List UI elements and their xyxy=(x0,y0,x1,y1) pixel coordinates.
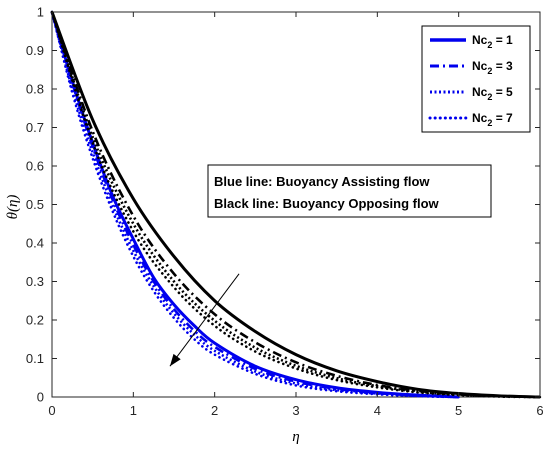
annotation-line-2: Black line: Buoyancy Opposing flow xyxy=(214,196,440,211)
trend-arrow xyxy=(169,273,240,367)
series-line-assisting-dash-dot xyxy=(50,11,459,399)
y-axis-label: θ(η) xyxy=(5,195,21,220)
y-tick-label: 0.2 xyxy=(26,313,44,328)
annotation-frame xyxy=(207,164,492,218)
series-line-assisting-dotted xyxy=(50,11,459,399)
y-tick-label: 0.1 xyxy=(26,351,44,366)
y-tick-label: 0.7 xyxy=(26,120,44,135)
ticks-layer: 0 1 2 3 4 5 6 0 0.1 0.2 0.3 0.4 0.5 0.6 0.7 0.8 0.9 1 xyxy=(26,5,544,419)
x-tick-label: 4 xyxy=(374,403,381,418)
annotation-line-1: Blue line: Buoyancy Assisting flow xyxy=(214,174,430,189)
arrow-shaft xyxy=(169,273,240,367)
legend-label: Nc2 = 5 xyxy=(472,85,513,102)
legend-label: Nc2 = 1 xyxy=(472,33,513,50)
annotation-box: Blue line: Buoyancy Assisting flow Black… xyxy=(207,164,492,218)
y-tick-label: 0.5 xyxy=(26,197,44,212)
x-tick-label: 0 xyxy=(48,403,55,418)
x-tick-label: 6 xyxy=(536,403,543,418)
x-tick-label: 1 xyxy=(130,403,137,418)
series-line-opposing-point xyxy=(50,10,542,399)
x-axis-label: η xyxy=(292,429,299,445)
x-tick-label: 3 xyxy=(292,403,299,418)
y-tick-label: 0.8 xyxy=(26,82,44,97)
y-tick-label: 0.4 xyxy=(26,236,44,251)
y-tick-label: 0.9 xyxy=(26,43,44,58)
legend-label: Nc2 = 3 xyxy=(472,59,513,76)
x-tick-label: 2 xyxy=(211,403,218,418)
legend: Nc2 = 1 Nc2 = 3 Nc2 = 5 Nc2 = 7 xyxy=(421,25,531,133)
y-tick-label: 0.3 xyxy=(26,274,44,289)
x-tick-label: 5 xyxy=(455,403,462,418)
series-layer xyxy=(50,10,542,399)
legend-frame xyxy=(421,25,531,133)
arrow-head xyxy=(169,353,181,367)
y-tick-label: 0 xyxy=(37,390,44,405)
legend-label: Nc2 = 7 xyxy=(472,111,513,128)
y-tick-label: 1 xyxy=(37,5,44,20)
y-tick-label: 0.6 xyxy=(26,159,44,174)
series-line-assisting-point xyxy=(50,10,460,399)
